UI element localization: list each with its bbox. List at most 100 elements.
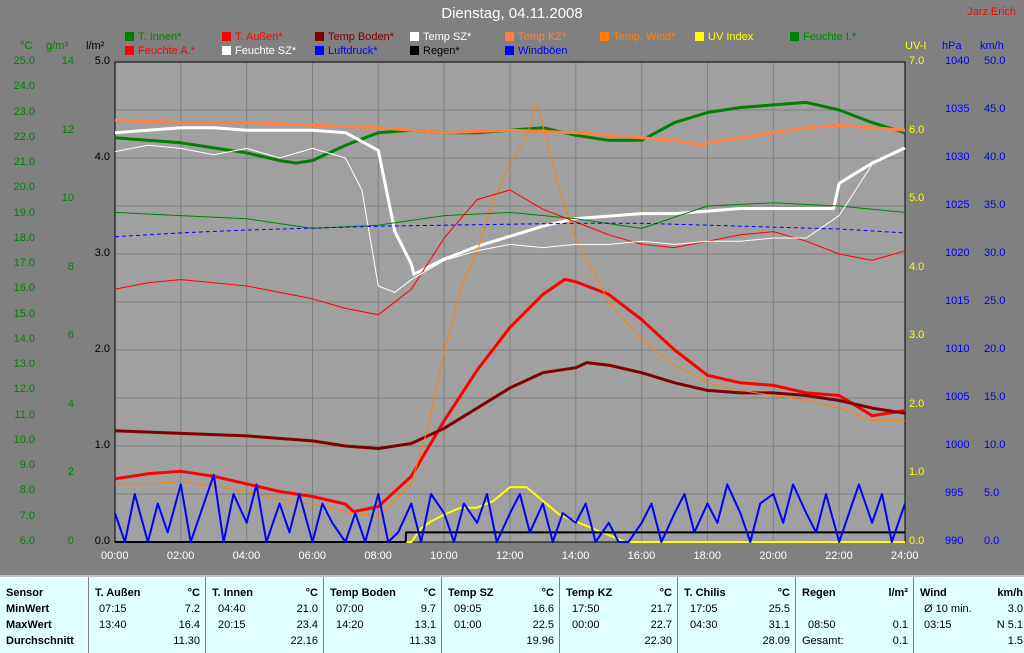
legend-label: Temp. Wind* <box>613 31 676 43</box>
stats-max-value: 22.7 <box>650 619 672 631</box>
time-tick: 08:00 <box>364 550 392 562</box>
uv-unit: UV-I <box>905 40 927 52</box>
press-tick: 1040 <box>945 55 970 67</box>
legend-swatch <box>505 32 514 41</box>
stats-label-max: MaxWert <box>6 619 52 631</box>
temp-tick: 7.0 <box>19 509 35 522</box>
legend-label: Temp Boden* <box>328 31 395 43</box>
stats-label-min: MinWert <box>6 603 50 615</box>
stats-header-wind: Wind <box>920 587 947 599</box>
stats-header-temp-kz: Temp KZ <box>566 587 613 599</box>
legend-swatch <box>222 32 231 41</box>
rain-tick: 4.0 <box>94 151 110 163</box>
legend-item: T. Außen* <box>222 31 283 43</box>
temp-tick: 15.0 <box>13 307 35 320</box>
stats-col-sensor: Sensor MinWert MaxWert Durchschnitt <box>0 577 88 653</box>
legend-label: UV Index <box>708 31 754 43</box>
temp-tick: 20.0 <box>13 181 35 194</box>
legend-swatch <box>125 32 134 41</box>
stats-min-time: 07:15 <box>99 603 127 615</box>
uv-tick: 2.0 <box>909 397 925 410</box>
stats-col-t-innen: T. Innen °C 04:40 21.0 20:15 23.4 22.16 <box>205 577 324 653</box>
stats-col-regen: Regen l/m² 08:50 0.1 Gesamt: 0.1 <box>795 577 914 653</box>
series-line-12 <box>114 473 906 543</box>
time-tick: 14:00 <box>561 550 590 562</box>
legend-swatch <box>125 46 134 55</box>
press-tick: 1015 <box>945 295 970 307</box>
stats-col-t-chilis: T. Chilis °C 17:05 25.5 04:30 31.1 28.09 <box>677 577 796 653</box>
wind-tick: 45.0 <box>984 103 1006 115</box>
wind-tick: 35.0 <box>984 199 1006 211</box>
stats-min-value: 25.5 <box>768 603 790 615</box>
stats-unit: °C <box>187 587 200 599</box>
stats-avg-value: 22.16 <box>290 635 318 647</box>
legend-swatch <box>695 32 704 41</box>
wind-tick: 15.0 <box>984 391 1006 403</box>
stats-max-time: 20:15 <box>218 619 246 631</box>
stats-col-t-aussen: T. Außen °C 07:15 7.2 13:40 16.4 11.30 <box>88 577 206 653</box>
stats-wind-gust-value: N 5.1 <box>996 619 1023 631</box>
stats-min-time: 17:50 <box>572 603 600 615</box>
wind-unit: km/h <box>980 40 1004 52</box>
stats-max-time: 08:50 <box>808 619 836 631</box>
legend-label: Feuchte I.* <box>803 31 857 43</box>
stats-wind-avg-label: Ø 10 min. <box>924 603 972 615</box>
stats-max-value: 23.4 <box>296 619 318 631</box>
chart-area: Dienstag, 04.11.2008 Jarz Erich T. Innen… <box>0 0 1024 575</box>
press-tick: 990 <box>945 535 964 547</box>
stats-unit: °C <box>777 587 790 599</box>
stats-max-time: 13:40 <box>99 619 127 631</box>
stats-min-value: 9.7 <box>420 603 436 615</box>
wind-tick: 40.0 <box>984 151 1006 163</box>
stats-unit: °C <box>659 587 672 599</box>
series-line-3 <box>114 126 906 276</box>
legend-item: Temp Boden* <box>315 31 394 43</box>
stats-header-regen: Regen <box>802 587 836 599</box>
temp-tick: 18.0 <box>13 231 35 244</box>
legend-item: Feuchte A.* <box>125 45 195 57</box>
temp-tick: 24.0 <box>13 80 35 93</box>
stats-header-sensor: Sensor <box>6 587 44 599</box>
hum-tick: 2 <box>67 466 74 479</box>
stats-wind-avg-value: 3.0 <box>1007 603 1023 615</box>
wind-tick: 0.0 <box>984 535 1000 547</box>
temp-tick: 21.0 <box>13 156 35 169</box>
stats-min-time: 09:05 <box>454 603 482 615</box>
legend-item: Temp KZ* <box>505 31 566 43</box>
stats-unit: °C <box>541 587 554 599</box>
wind-tick: 10.0 <box>984 439 1006 451</box>
stats-min-value: 21.7 <box>650 603 672 615</box>
temp-tick: 23.0 <box>13 105 35 118</box>
press-tick: 995 <box>945 487 964 499</box>
stats-total-value: 0.1 <box>892 635 908 647</box>
legend-item: Regen* <box>410 45 460 57</box>
stats-min-value: 21.0 <box>296 603 318 615</box>
time-tick: 00:00 <box>101 550 129 562</box>
uv-tick: 5.0 <box>909 192 925 205</box>
legend-label: T. Innen* <box>138 31 182 43</box>
legend-label: T. Außen* <box>235 31 283 43</box>
stats-unit: °C <box>423 587 436 599</box>
legend-swatch <box>315 32 324 41</box>
legend-item: UV Index <box>695 31 753 43</box>
time-tick: 22:00 <box>825 550 853 562</box>
series-line-6 <box>115 486 905 543</box>
series-line-4 <box>114 118 906 147</box>
hum-tick: 12 <box>61 123 74 136</box>
uv-tick: 1.0 <box>909 466 925 479</box>
stats-max-time: 14:20 <box>336 619 364 631</box>
legend-label: Feuchte A.* <box>138 45 195 57</box>
legend-label: Regen* <box>423 45 460 57</box>
temp-tick: 12.0 <box>13 383 35 396</box>
uv-tick: 4.0 <box>909 260 925 273</box>
chart-svg <box>114 61 906 543</box>
uv-tick: 7.0 <box>909 55 925 67</box>
stats-avg-value: 19.96 <box>526 635 554 647</box>
legend-swatch <box>410 46 419 55</box>
stats-unit-rain: l/m² <box>888 587 908 599</box>
stats-max-time: 04:30 <box>690 619 718 631</box>
temp-tick: 22.0 <box>13 130 35 143</box>
legend-label: Luftdruck* <box>328 45 378 57</box>
stats-min-time: 17:05 <box>690 603 718 615</box>
legend-label: Windböen <box>518 45 568 57</box>
